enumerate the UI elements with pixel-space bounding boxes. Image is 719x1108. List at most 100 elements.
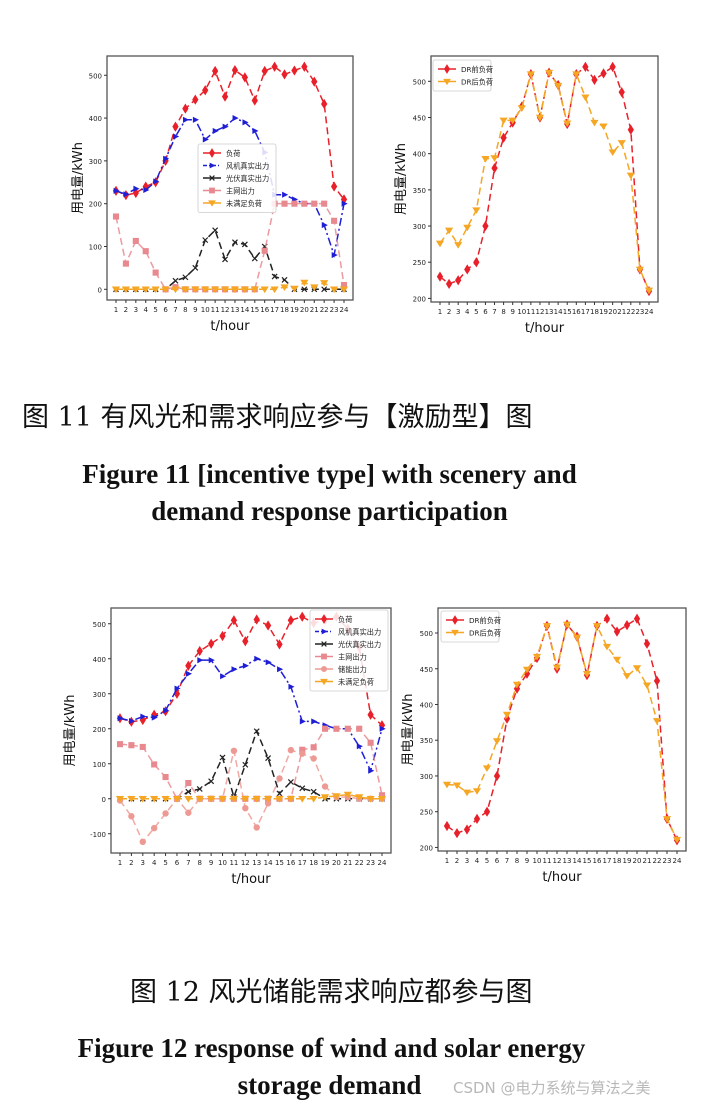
data-point [321, 725, 329, 732]
x-tick-label: 9 [510, 308, 514, 316]
data-point [542, 623, 552, 630]
data-point [112, 213, 120, 220]
data-point [219, 630, 226, 642]
data-point [572, 634, 582, 642]
data-point [207, 796, 216, 803]
x-tick-label: 20 [633, 857, 642, 865]
data-point [508, 117, 517, 125]
data-point [185, 670, 193, 677]
x-tick-label: 21 [617, 308, 626, 316]
x-tick-label: 6 [495, 857, 500, 865]
data-point [141, 286, 150, 294]
data-point [122, 260, 129, 267]
x-tick-label: 16 [260, 306, 269, 314]
x-tick-label: 21 [643, 857, 652, 865]
data-point [299, 750, 306, 757]
x-axis-label: t/hour [210, 319, 250, 334]
y-tick-label: 300 [93, 691, 106, 699]
data-point [591, 74, 598, 85]
x-tick-label: 20 [332, 859, 341, 867]
y-axis-label: 用电量/kWh [401, 693, 416, 765]
data-point [643, 638, 651, 649]
data-point [123, 191, 130, 198]
data-point [153, 178, 160, 185]
series-4 [111, 279, 349, 294]
data-point [287, 778, 294, 785]
x-tick-label: 5 [153, 306, 157, 314]
legend-label: 主网出力 [338, 653, 367, 662]
data-point [291, 200, 298, 207]
data-point [185, 779, 192, 787]
data-point [202, 237, 209, 244]
figure12-caption-en-line1: Figure 12 response of wind and solar ene… [77, 1033, 586, 1063]
legend-box [197, 143, 277, 213]
data-point [592, 623, 602, 630]
data-point [192, 116, 199, 123]
data-point [140, 713, 147, 720]
data-point [185, 809, 192, 816]
x-tick-label: 18 [590, 308, 599, 316]
data-point [609, 61, 616, 72]
x-tick-label: 13 [230, 306, 239, 314]
data-point [291, 65, 298, 76]
data-point [276, 790, 283, 797]
data-point [321, 200, 328, 207]
data-point [320, 280, 329, 287]
x-tick-label: 24 [378, 859, 387, 867]
series-line [446, 622, 678, 840]
data-point [600, 68, 607, 79]
x-tick-label: 18 [309, 859, 318, 867]
data-point [232, 115, 239, 122]
data-point [162, 773, 169, 781]
data-point [320, 794, 330, 801]
data-point [182, 116, 190, 123]
data-point [220, 286, 230, 294]
y-tick-label: 450 [420, 666, 433, 674]
data-point [613, 626, 621, 637]
data-point [343, 791, 352, 799]
y-tick-label: 350 [413, 187, 426, 195]
legend-label: DR后负荷 [469, 629, 501, 638]
data-point [251, 255, 258, 262]
data-point [490, 155, 499, 162]
data-point [356, 725, 363, 732]
data-point [172, 121, 179, 132]
y-tick-label: 250 [420, 809, 433, 817]
data-point [171, 286, 180, 294]
data-point [207, 638, 215, 649]
x-tick-label: 6 [175, 859, 180, 867]
x-tick-label: 15 [275, 859, 284, 867]
data-point [196, 785, 203, 792]
y-tick-label: 400 [420, 701, 433, 709]
data-point [202, 136, 209, 143]
data-point [192, 264, 199, 271]
y-tick-label: 200 [89, 201, 102, 209]
data-point [633, 613, 641, 624]
data-point [195, 796, 204, 803]
data-point [472, 207, 481, 214]
data-point [517, 105, 526, 112]
data-point [277, 666, 284, 673]
data-point [309, 796, 318, 803]
legend-marker [321, 653, 327, 660]
legend-label: 储能出力 [338, 665, 367, 674]
data-point [672, 836, 682, 844]
x-tick-label: 5 [485, 857, 489, 865]
data-point [212, 227, 219, 234]
data-point [150, 796, 159, 803]
legend-label: 未满足负荷 [226, 199, 262, 208]
data-point [331, 252, 338, 259]
data-point [128, 813, 135, 820]
data-point [191, 286, 200, 294]
x-tick-label: 2 [455, 857, 459, 865]
x-tick-label: 10 [218, 859, 227, 867]
x-tick-label: 7 [173, 306, 177, 314]
data-point [321, 286, 328, 293]
data-point [281, 69, 288, 80]
x-tick-label: 2 [124, 306, 128, 314]
x-tick-label: 11 [229, 859, 238, 867]
x-tick-label: 24 [645, 308, 654, 316]
legend-label: 主网出力 [226, 187, 255, 196]
data-point [453, 828, 461, 839]
data-point [253, 614, 260, 625]
